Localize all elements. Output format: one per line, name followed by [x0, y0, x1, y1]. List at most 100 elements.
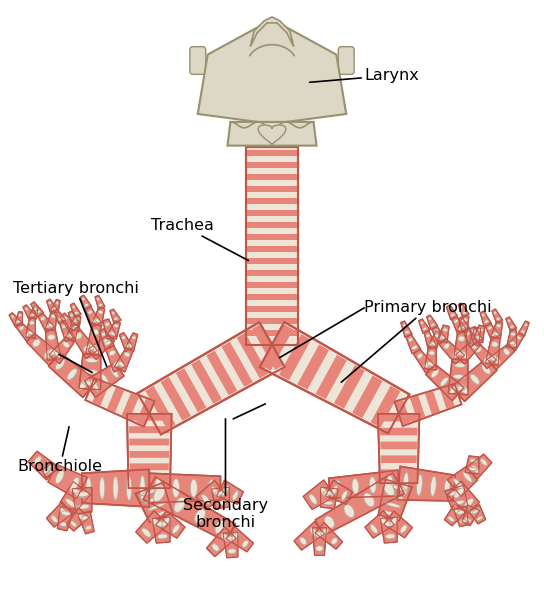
Text: Trachea: Trachea — [151, 218, 248, 260]
Ellipse shape — [454, 363, 466, 367]
Ellipse shape — [435, 334, 439, 337]
Polygon shape — [122, 393, 139, 419]
Ellipse shape — [437, 336, 443, 340]
Ellipse shape — [452, 351, 459, 358]
Polygon shape — [248, 162, 296, 168]
Polygon shape — [406, 334, 421, 354]
Ellipse shape — [63, 342, 70, 348]
Ellipse shape — [11, 315, 14, 318]
Polygon shape — [15, 312, 22, 325]
Polygon shape — [106, 346, 126, 372]
Ellipse shape — [448, 516, 454, 522]
Ellipse shape — [448, 308, 452, 310]
Polygon shape — [444, 485, 468, 510]
Polygon shape — [397, 466, 455, 501]
Ellipse shape — [172, 525, 180, 533]
Polygon shape — [325, 480, 353, 504]
Ellipse shape — [400, 525, 407, 533]
Polygon shape — [119, 333, 133, 351]
Ellipse shape — [157, 534, 168, 539]
Ellipse shape — [454, 478, 463, 490]
Polygon shape — [85, 378, 154, 427]
Polygon shape — [452, 359, 497, 401]
Polygon shape — [23, 305, 36, 320]
Ellipse shape — [453, 508, 461, 515]
Ellipse shape — [331, 485, 338, 496]
Ellipse shape — [153, 486, 165, 502]
Ellipse shape — [331, 537, 338, 544]
Ellipse shape — [390, 517, 398, 526]
Ellipse shape — [145, 496, 163, 503]
Polygon shape — [107, 387, 124, 412]
Ellipse shape — [387, 475, 393, 492]
Polygon shape — [246, 147, 298, 345]
Ellipse shape — [83, 345, 91, 352]
Ellipse shape — [344, 505, 355, 517]
Ellipse shape — [476, 336, 482, 339]
Polygon shape — [46, 502, 72, 527]
Ellipse shape — [465, 517, 471, 522]
Ellipse shape — [53, 308, 58, 310]
Polygon shape — [59, 320, 75, 342]
Polygon shape — [85, 306, 101, 327]
Ellipse shape — [126, 476, 132, 500]
Polygon shape — [85, 324, 101, 356]
Polygon shape — [455, 339, 481, 364]
Polygon shape — [137, 399, 154, 426]
Ellipse shape — [460, 326, 466, 330]
Ellipse shape — [473, 336, 479, 340]
Ellipse shape — [417, 474, 422, 496]
Ellipse shape — [49, 349, 58, 355]
Ellipse shape — [369, 477, 376, 493]
Polygon shape — [223, 532, 238, 558]
Polygon shape — [129, 463, 169, 470]
Polygon shape — [413, 349, 435, 373]
Polygon shape — [57, 506, 74, 531]
Polygon shape — [143, 477, 235, 541]
Polygon shape — [42, 463, 59, 478]
Ellipse shape — [431, 323, 435, 326]
Ellipse shape — [107, 331, 113, 335]
Ellipse shape — [472, 509, 480, 514]
Ellipse shape — [45, 465, 52, 471]
Ellipse shape — [72, 488, 84, 498]
Ellipse shape — [452, 386, 465, 390]
Ellipse shape — [215, 491, 227, 495]
Polygon shape — [221, 342, 253, 387]
Polygon shape — [320, 487, 338, 508]
Polygon shape — [380, 441, 417, 449]
Ellipse shape — [33, 305, 36, 308]
Ellipse shape — [82, 298, 85, 300]
Polygon shape — [65, 323, 79, 342]
Ellipse shape — [140, 475, 145, 501]
Ellipse shape — [195, 509, 206, 523]
Polygon shape — [458, 303, 469, 317]
Ellipse shape — [28, 313, 33, 317]
Ellipse shape — [48, 323, 54, 327]
Polygon shape — [485, 337, 500, 365]
Ellipse shape — [449, 490, 462, 496]
Ellipse shape — [101, 374, 109, 385]
Ellipse shape — [335, 480, 342, 495]
Ellipse shape — [29, 321, 34, 325]
Polygon shape — [31, 302, 44, 317]
Polygon shape — [468, 505, 486, 524]
Ellipse shape — [324, 516, 335, 528]
Ellipse shape — [28, 331, 34, 335]
Polygon shape — [485, 323, 500, 340]
Ellipse shape — [454, 319, 459, 323]
Ellipse shape — [412, 345, 417, 350]
Polygon shape — [261, 324, 293, 371]
Polygon shape — [82, 469, 149, 507]
Polygon shape — [381, 469, 416, 477]
Ellipse shape — [426, 334, 430, 337]
Ellipse shape — [215, 520, 226, 534]
Ellipse shape — [55, 311, 59, 314]
Polygon shape — [79, 354, 101, 390]
Ellipse shape — [468, 510, 476, 514]
Ellipse shape — [114, 317, 119, 320]
Text: Tertiary bronchi: Tertiary bronchi — [13, 281, 139, 367]
Ellipse shape — [79, 378, 89, 390]
Ellipse shape — [212, 544, 219, 551]
Ellipse shape — [17, 320, 22, 323]
